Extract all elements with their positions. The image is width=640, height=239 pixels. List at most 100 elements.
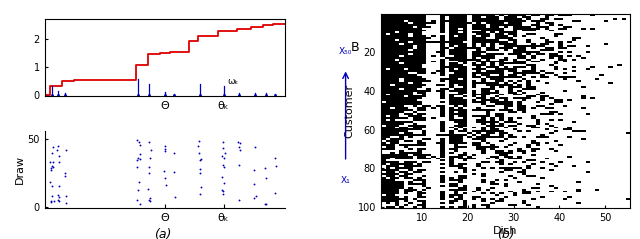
Point <box>250 194 260 198</box>
Point <box>160 176 170 180</box>
Point <box>195 171 205 175</box>
Point <box>61 148 71 152</box>
Point <box>160 147 170 151</box>
Point <box>260 166 271 169</box>
Point <box>61 201 71 205</box>
Point <box>61 195 71 198</box>
Point <box>160 149 170 152</box>
Point <box>269 156 280 160</box>
Point <box>195 157 205 161</box>
Point <box>60 171 70 174</box>
Point <box>53 198 63 202</box>
Point <box>145 156 156 160</box>
Point <box>217 154 227 158</box>
Point <box>45 180 55 184</box>
Point <box>47 185 57 188</box>
Point <box>54 154 64 158</box>
Point <box>47 151 57 155</box>
Y-axis label: Draw: Draw <box>15 155 25 184</box>
Point <box>169 152 179 155</box>
Point <box>52 148 62 152</box>
Y-axis label: Customer: Customer <box>345 84 355 138</box>
Point <box>135 202 145 206</box>
Point <box>132 156 143 160</box>
Point <box>193 152 204 155</box>
Point <box>132 138 142 142</box>
Point <box>169 170 179 174</box>
Text: B: B <box>351 41 360 54</box>
Point <box>60 174 70 178</box>
Point <box>49 199 59 203</box>
Point <box>143 187 154 191</box>
Point <box>144 166 154 169</box>
Point <box>218 189 228 193</box>
Point <box>45 160 56 164</box>
Point <box>48 145 58 149</box>
Point <box>53 193 63 197</box>
Point <box>54 160 65 163</box>
Point <box>260 202 270 206</box>
Point <box>250 145 260 149</box>
Point <box>260 202 271 206</box>
Text: ωₖ: ωₖ <box>227 77 239 86</box>
X-axis label: Dish: Dish <box>493 226 518 236</box>
Point <box>218 140 228 144</box>
Point <box>218 192 228 196</box>
Point <box>134 152 145 156</box>
Point <box>196 185 206 189</box>
Point <box>144 171 154 175</box>
Point <box>45 199 56 203</box>
Point <box>269 191 280 195</box>
Point <box>134 158 145 161</box>
Point <box>234 198 244 202</box>
Point <box>46 168 56 172</box>
Point <box>218 181 228 185</box>
Point <box>134 140 144 144</box>
Point <box>54 199 64 203</box>
Point <box>271 164 281 168</box>
Point <box>249 182 259 185</box>
Point <box>132 158 142 162</box>
Point <box>53 196 63 199</box>
Point <box>234 140 244 144</box>
Point <box>134 143 145 147</box>
Point <box>144 198 154 202</box>
Point <box>132 188 143 191</box>
Point <box>47 165 58 169</box>
Point <box>47 194 57 198</box>
Point <box>217 175 227 179</box>
Point <box>195 158 205 162</box>
Point <box>145 196 155 200</box>
Point <box>195 168 205 171</box>
Point <box>134 180 145 184</box>
Point <box>47 164 58 168</box>
Point <box>234 145 244 149</box>
Point <box>48 160 58 164</box>
Point <box>159 144 170 148</box>
Point <box>234 163 244 167</box>
Point <box>170 195 180 199</box>
Point <box>236 148 246 152</box>
Point <box>52 145 63 148</box>
Point <box>249 168 259 172</box>
Text: X₅₀: X₅₀ <box>339 47 352 56</box>
Point <box>144 140 154 143</box>
Point <box>195 192 205 196</box>
Point <box>54 184 64 188</box>
Point <box>145 199 155 203</box>
Point <box>132 198 142 202</box>
Text: X₁: X₁ <box>340 176 351 185</box>
Point <box>218 163 228 167</box>
Text: (a): (a) <box>154 228 172 239</box>
Point <box>45 200 56 203</box>
Text: (b): (b) <box>497 228 515 239</box>
Point <box>218 147 228 150</box>
Point <box>260 176 271 180</box>
Point <box>220 151 230 155</box>
Point <box>219 165 229 168</box>
Point <box>235 141 245 145</box>
Point <box>145 148 156 152</box>
Point <box>132 165 142 169</box>
Point <box>46 166 56 170</box>
Point <box>249 196 259 200</box>
